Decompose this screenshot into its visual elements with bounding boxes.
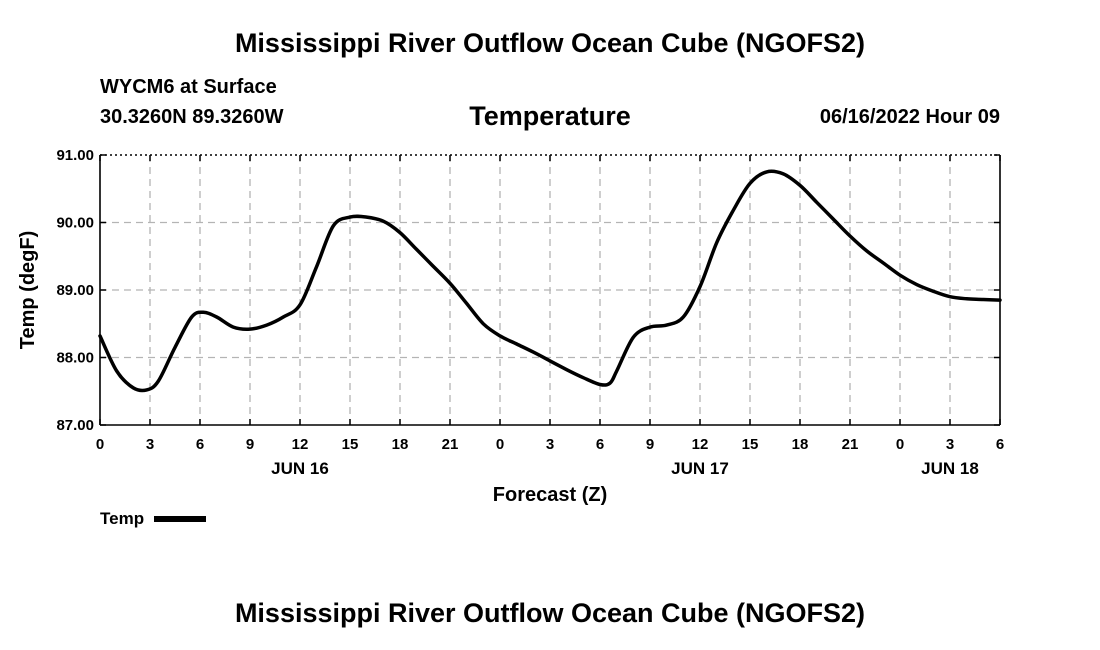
x-tick-label: 3 [546, 436, 554, 453]
chart-main-title: Mississippi River Outflow Ocean Cube (NG… [234, 28, 866, 58]
x-tick-label: 0 [496, 436, 504, 453]
legend-label: Temp [100, 509, 145, 528]
x-tick-label: 12 [692, 436, 709, 453]
y-tick-label: 88.00 [56, 350, 94, 367]
station-label: WYCM6 at Surface [100, 76, 277, 98]
x-tick-label: 3 [146, 436, 154, 453]
legend-line-swatch [154, 516, 207, 522]
x-tick-label: 6 [196, 436, 204, 453]
ticks-layer: 0 3 6 9 12 15 18 21 0 3 6 9 12 15 18 21 0 3 6 87.00 88.00 89.… [56, 147, 1004, 478]
y-axis-label: Temp (degF) [17, 231, 39, 350]
y-tick-label: 91.00 [56, 147, 94, 164]
x-tick-label: 6 [996, 436, 1004, 453]
station-coordinates: 30.3260N 89.3260W [100, 106, 284, 128]
y-tick-label: 87.00 [56, 417, 94, 434]
x-tick-label: 21 [842, 436, 859, 453]
chart-footer-title: Mississippi River Outflow Ocean Cube (NG… [234, 598, 866, 628]
x-tick-label: 12 [292, 436, 309, 453]
chart-subtitle: Temperature [469, 101, 631, 131]
y-tick-label: 89.00 [56, 282, 94, 299]
day-label: JUN 18 [921, 459, 979, 478]
x-tick-label: 9 [646, 436, 654, 453]
x-tick-label: 6 [596, 436, 604, 453]
x-tick-label: 0 [896, 436, 904, 453]
x-tick-label: 15 [342, 436, 359, 453]
grid-layer [100, 155, 1000, 425]
x-axis-label: Forecast (Z) [493, 484, 607, 506]
x-tick-label: 21 [442, 436, 459, 453]
axes-layer [99, 154, 1001, 426]
forecast-datetime: 06/16/2022 Hour 09 [819, 106, 1000, 128]
day-label: JUN 16 [271, 459, 329, 478]
temp-series-line [98, 169, 1002, 393]
x-tick-label: 0 [96, 436, 104, 453]
x-tick-label: 18 [792, 436, 809, 453]
legend: Temp [100, 509, 207, 529]
y-tick-label: 90.00 [56, 215, 94, 232]
series-layer [98, 169, 1002, 393]
x-tick-label: 18 [392, 436, 409, 453]
x-tick-label: 9 [246, 436, 254, 453]
x-tick-label: 15 [742, 436, 759, 453]
x-tick-label: 3 [946, 436, 954, 453]
day-label: JUN 17 [671, 459, 729, 478]
